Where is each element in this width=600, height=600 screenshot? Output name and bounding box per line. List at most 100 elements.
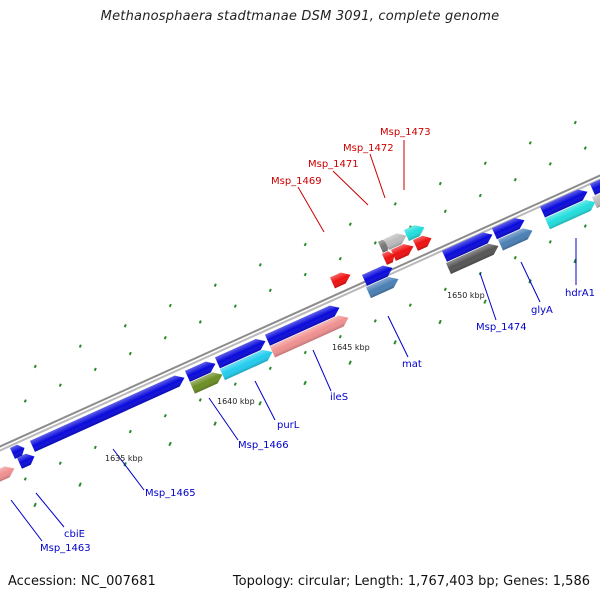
gene-arrow-hdra1-a[interactable]: [540, 186, 590, 218]
tick-mark: [513, 255, 517, 260]
gene-arrow-msp-1472d[interactable]: [413, 233, 434, 251]
tick-mark: [258, 263, 262, 267]
tick-mark: [23, 477, 27, 481]
gene-arrow-msp-1472a[interactable]: [384, 230, 409, 251]
gene-arrow-msp-1473[interactable]: [404, 222, 427, 241]
kbp-label-1635: 1635 kbp: [105, 454, 143, 463]
gene-label-msp-1463[interactable]: Msp_1463: [40, 543, 91, 554]
tick-mark: [213, 421, 217, 426]
gene-arrow-cbie-a[interactable]: [10, 443, 27, 459]
tick-mark: [78, 344, 82, 348]
tick-mark: [198, 398, 202, 402]
tick-mark: [303, 350, 307, 355]
tick-mark: [123, 324, 127, 328]
tick-mark: [268, 288, 272, 293]
tick-mark: [78, 482, 82, 487]
tick-mark: [548, 240, 552, 244]
gene-label-msp-1472[interactable]: Msp_1472: [343, 143, 394, 154]
tick-mark: [33, 502, 37, 508]
tick-mark: [528, 141, 532, 145]
tick-mark: [478, 193, 482, 198]
tick-mark: [483, 299, 487, 304]
tick-mark: [233, 382, 237, 386]
gene-arrow-glya-b[interactable]: [498, 225, 535, 251]
gene-arrow-mat-b[interactable]: [366, 274, 401, 299]
tick-mark: [58, 461, 62, 465]
tick-mark: [373, 319, 377, 323]
kbp-label-1640: 1640 kbp: [217, 397, 255, 406]
gene-arrow-msp-1469[interactable]: [330, 269, 353, 289]
tick-mark: [348, 360, 352, 365]
tick-mark: [258, 401, 262, 406]
tick-mark: [373, 241, 377, 245]
kbp-label-1650: 1650 kbp: [447, 291, 485, 300]
gene-arrow-cbie-b[interactable]: [17, 451, 37, 469]
tick-mark: [483, 161, 487, 166]
gene-label-msp-1465[interactable]: Msp_1465: [145, 488, 196, 499]
gene-arrow-purl-a[interactable]: [215, 336, 268, 369]
gene-arrow-iles-a[interactable]: [265, 302, 342, 346]
gene-label-msp-1473[interactable]: Msp_1473: [380, 127, 431, 138]
tick-mark: [338, 256, 342, 261]
tick-mark: [233, 304, 237, 308]
gene-label-msp-1466[interactable]: Msp_1466: [238, 440, 289, 451]
tick-mark: [443, 287, 447, 292]
tick-mark: [268, 366, 272, 371]
tick-mark: [573, 120, 577, 125]
tick-mark: [93, 445, 97, 450]
gene-arrow-msp-1474b[interactable]: [446, 240, 501, 275]
gene-arrow-msp-1472c[interactable]: [391, 241, 416, 261]
gene-arrow-msp-1466b[interactable]: [190, 369, 225, 394]
tick-mark: [548, 162, 552, 166]
tick-mark: [128, 351, 132, 356]
gene-label-mat[interactable]: mat: [402, 359, 422, 370]
tick-mark: [33, 364, 37, 369]
topology-text: Topology: circular; Length: 1,767,403 bp…: [232, 574, 590, 589]
tick-mark: [393, 202, 397, 206]
gene-arrow-hdra1-b[interactable]: [545, 197, 598, 230]
tick-mark: [93, 367, 97, 372]
tick-mark: [348, 222, 352, 226]
tick-mark: [303, 272, 307, 277]
map-title: Methanosphaera stadtmanae DSM 3091, comp…: [100, 9, 500, 24]
gene-arrow-purl-b[interactable]: [220, 347, 275, 381]
gene-arrow-next-a[interactable]: [590, 175, 600, 195]
tick-mark: [58, 383, 62, 387]
tick-mark: [303, 242, 307, 247]
gene-label-iles[interactable]: ileS: [330, 392, 348, 403]
gene-label-glya[interactable]: glyA: [531, 305, 553, 316]
tick-mark: [438, 181, 442, 186]
gene-arrow-iles-b[interactable]: [270, 312, 351, 358]
gene-arrow-next-b[interactable]: [592, 188, 600, 209]
tick-mark: [198, 320, 202, 324]
gene-label-msp-1469[interactable]: Msp_1469: [271, 176, 322, 187]
tick-marks: [23, 120, 587, 508]
gene-arrow-mat-a[interactable]: [362, 262, 395, 286]
accession-text: Accession: NC_007681: [8, 574, 156, 589]
gene-arrow-msp-1463a[interactable]: [0, 463, 17, 484]
gene-label-purl[interactable]: purL: [277, 420, 300, 431]
tick-mark: [23, 399, 27, 403]
gene-label-msp-1474[interactable]: Msp_1474: [476, 322, 527, 333]
gene-arrow-glya-a[interactable]: [492, 215, 527, 240]
leader-lines: [10, 140, 577, 542]
tick-mark: [513, 177, 517, 182]
tick-mark: [443, 209, 447, 214]
gene-label-msp-1471[interactable]: Msp_1471: [308, 159, 359, 170]
tick-mark: [163, 413, 167, 418]
kbp-label-1645: 1645 kbp: [332, 343, 370, 352]
gene-arrow-msp-1472b[interactable]: [382, 249, 397, 265]
tick-mark: [168, 303, 172, 308]
tick-mark: [338, 334, 342, 339]
tick-mark: [213, 283, 217, 287]
gene-label-hdra1[interactable]: hdrA1: [565, 288, 595, 299]
tick-mark: [128, 429, 132, 434]
tick-mark: [583, 146, 587, 150]
tick-mark: [393, 340, 397, 345]
tick-mark: [438, 319, 442, 325]
gene-arrow-msp-1465[interactable]: [30, 372, 187, 452]
gene-arrow-msp-1474a[interactable]: [442, 229, 495, 262]
gene-arrow-msp-1466a[interactable]: [185, 358, 218, 382]
gene-label-cbie[interactable]: cbiE: [64, 529, 85, 540]
